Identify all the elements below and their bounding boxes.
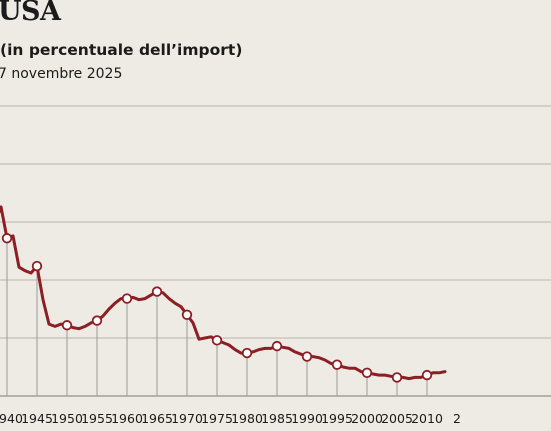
data-point-1995 <box>331 359 343 370</box>
x-tick-label: 1990 <box>291 411 323 426</box>
x-tick-label: 1985 <box>261 411 293 426</box>
x-tick-label: 1955 <box>81 411 113 426</box>
data-point-1950 <box>61 320 73 331</box>
x-tick-label: 1960 <box>111 411 143 426</box>
data-point-2000 <box>361 367 373 379</box>
data-point-1940 <box>1 233 13 244</box>
data-point-1985 <box>271 340 283 352</box>
data-point-1965 <box>151 286 163 297</box>
x-tick-label: 2000 <box>351 411 383 426</box>
data-point-1945 <box>31 260 43 272</box>
x-tick-label: 1970 <box>171 411 203 426</box>
data-point-1980 <box>241 347 253 359</box>
data-point-1955 <box>91 315 103 326</box>
x-tick-label: 1945 <box>21 411 53 426</box>
x-axis-ticks: 1940194519501955196019651970197519801985… <box>0 411 461 426</box>
data-point-1970 <box>181 309 193 321</box>
chart-date: 7 novembre 2025 <box>0 66 123 82</box>
x-tick-label: 1995 <box>321 411 353 426</box>
x-tick-label: 1950 <box>51 411 83 426</box>
x-tick-label: 2010 <box>411 411 443 426</box>
x-tick-label: 1975 <box>201 411 233 426</box>
data-point-2010 <box>421 369 433 381</box>
gridlines <box>0 105 551 397</box>
chart-subtitle: (in percentuale dell’import) <box>0 41 243 59</box>
data-point-1975 <box>211 335 223 346</box>
data-point-1960 <box>121 293 133 304</box>
x-tick-label: 2005 <box>381 411 413 426</box>
chart-title: USA <box>0 0 61 27</box>
markers <box>1 233 433 383</box>
x-tick-label: 2 <box>453 411 461 426</box>
x-tick-label: 1980 <box>231 411 263 426</box>
x-tick-label: 1965 <box>141 411 173 426</box>
data-point-1990 <box>301 351 313 362</box>
x-tick-label: 1940 <box>0 411 23 426</box>
data-point-2005 <box>391 372 403 383</box>
